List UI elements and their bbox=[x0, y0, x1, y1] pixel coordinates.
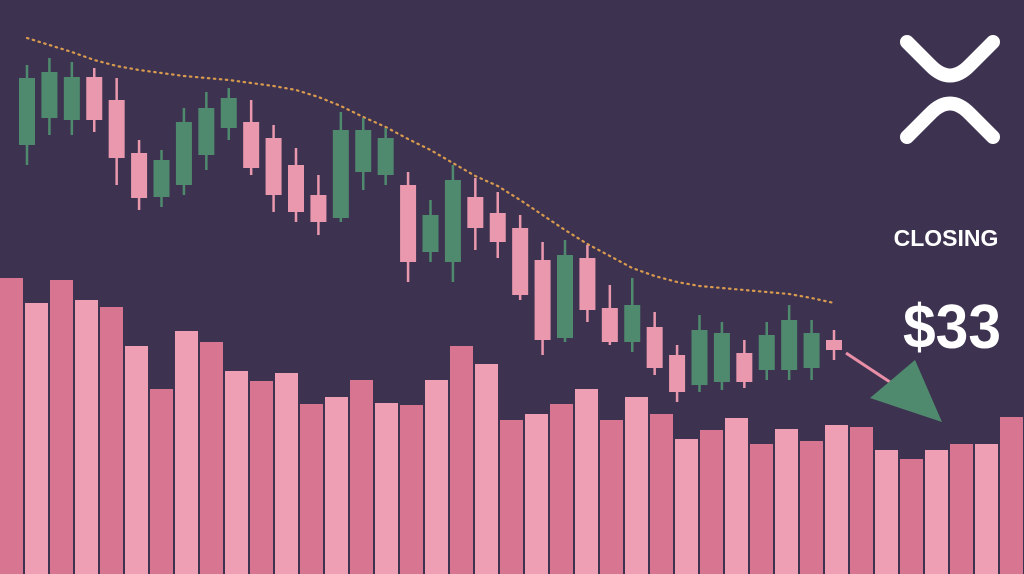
moving-average bbox=[25, 36, 836, 305]
volume-bar bbox=[75, 300, 98, 574]
volume-bar bbox=[1000, 417, 1023, 574]
volume-bar bbox=[550, 404, 573, 574]
volume-bar bbox=[350, 380, 373, 574]
candle-body bbox=[557, 255, 573, 338]
volume-bar bbox=[325, 397, 348, 574]
volume-bar bbox=[300, 404, 323, 574]
volume-bar bbox=[150, 389, 173, 574]
candle-body bbox=[422, 215, 439, 252]
candle-body bbox=[265, 138, 282, 195]
volume-bar bbox=[475, 364, 498, 574]
candle-body bbox=[826, 340, 842, 350]
volume-bars bbox=[0, 278, 1023, 574]
volume-bar bbox=[375, 403, 398, 574]
candle-body bbox=[781, 320, 798, 370]
volume-bar bbox=[925, 450, 948, 574]
volume-bar bbox=[175, 331, 198, 574]
volume-bar bbox=[975, 444, 998, 574]
candle-body bbox=[512, 228, 529, 295]
candle-body bbox=[579, 258, 596, 310]
candle-body bbox=[601, 308, 618, 342]
volume-bar bbox=[825, 425, 848, 574]
volume-bar bbox=[600, 420, 623, 574]
candle-body bbox=[19, 78, 35, 145]
volume-bar bbox=[500, 420, 523, 574]
candle-body bbox=[669, 355, 686, 392]
volume-bar bbox=[275, 373, 298, 574]
candle-body bbox=[288, 165, 304, 212]
volume-bar bbox=[450, 346, 473, 574]
logo-bottom bbox=[900, 96, 1000, 144]
candle-body bbox=[332, 130, 349, 218]
volume-bar bbox=[700, 430, 723, 574]
candle-body bbox=[220, 98, 237, 128]
volume-bar bbox=[250, 381, 273, 574]
volume-bar bbox=[225, 371, 248, 574]
candles bbox=[19, 58, 842, 402]
candle-body bbox=[153, 160, 170, 197]
volume-bar bbox=[750, 444, 773, 574]
candle-body bbox=[713, 333, 730, 382]
candle-body bbox=[646, 327, 663, 368]
candle-body bbox=[63, 77, 80, 120]
volume-bar bbox=[0, 278, 23, 574]
candle-body bbox=[624, 305, 641, 342]
candle-body bbox=[758, 335, 775, 370]
candle-body bbox=[108, 100, 125, 158]
candle-body bbox=[444, 180, 461, 262]
candle-body bbox=[131, 153, 148, 198]
volume-bar bbox=[775, 429, 798, 574]
volume-bar bbox=[875, 450, 898, 574]
candle-body bbox=[198, 108, 215, 155]
volume-bar bbox=[400, 405, 423, 574]
volume-bar bbox=[625, 397, 648, 574]
candle-body bbox=[489, 213, 506, 242]
candle-body bbox=[41, 72, 58, 118]
volume-bar bbox=[425, 380, 448, 574]
candle-body bbox=[803, 333, 820, 368]
logo-top bbox=[900, 35, 1000, 83]
closing-label: CLOSING bbox=[894, 225, 999, 251]
candle-body bbox=[355, 130, 372, 172]
candle-body bbox=[400, 185, 417, 262]
arrow-head bbox=[870, 360, 942, 422]
volume-bar bbox=[575, 389, 598, 574]
volume-bar bbox=[525, 414, 548, 574]
volume-bar bbox=[100, 307, 123, 574]
candle-body bbox=[377, 138, 394, 175]
volume-bar bbox=[900, 459, 923, 574]
candle-body bbox=[310, 195, 327, 222]
candle-body bbox=[534, 260, 551, 340]
candle-body bbox=[175, 122, 192, 185]
candle-body bbox=[243, 122, 260, 168]
volume-bar bbox=[125, 346, 148, 574]
volume-bar bbox=[650, 414, 673, 574]
volume-bar bbox=[200, 342, 223, 574]
closing-price: $33 bbox=[903, 293, 1001, 362]
volume-bar bbox=[25, 303, 48, 574]
moving-average-line bbox=[25, 36, 836, 305]
volume-bar bbox=[850, 427, 873, 574]
volume-bar bbox=[50, 280, 73, 574]
volume-bar bbox=[725, 418, 748, 574]
volume-bar bbox=[675, 439, 698, 574]
candle-body bbox=[691, 330, 708, 385]
volume-bar bbox=[950, 444, 973, 574]
candle-body bbox=[736, 353, 753, 382]
candle-body bbox=[86, 77, 103, 120]
volume-bar bbox=[800, 441, 823, 574]
candle-body bbox=[467, 197, 484, 228]
